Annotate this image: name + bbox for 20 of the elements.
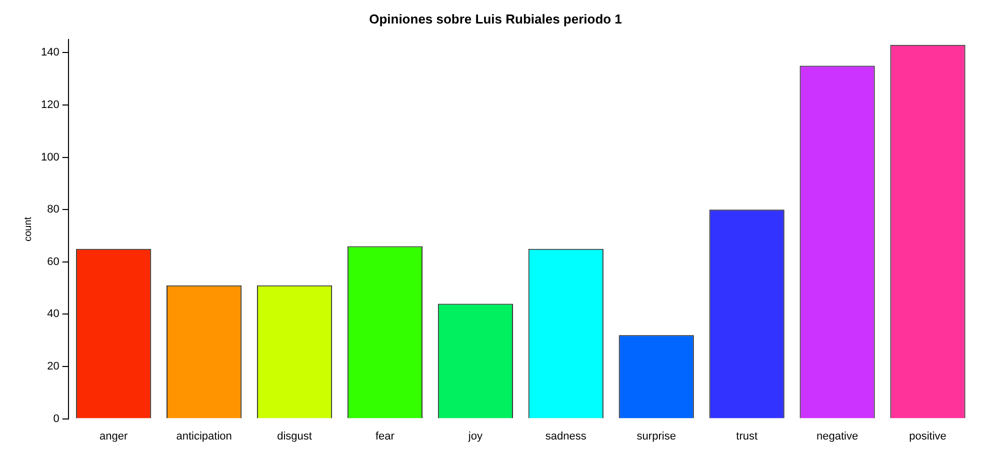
y-tick-label: 20 xyxy=(47,360,60,373)
y-tick-label: 120 xyxy=(40,99,60,112)
x-tick-label: sadness xyxy=(545,430,587,442)
y-tick-label: 80 xyxy=(47,204,60,216)
x-tick-label: anger xyxy=(100,430,128,442)
chart-title: Opiniones sobre Luis Rubiales periodo 1 xyxy=(369,11,622,26)
x-tick-label: anticipation xyxy=(176,430,232,442)
y-axis-title: count xyxy=(22,216,34,242)
x-tick-label: surprise xyxy=(636,430,676,442)
y-tick-label: 40 xyxy=(47,308,60,320)
y-tick-label: 0 xyxy=(53,412,60,425)
x-tick-label: disgust xyxy=(277,430,312,442)
x-tick-label: trust xyxy=(736,430,758,442)
y-tick-label: 100 xyxy=(40,151,60,164)
y-tick-label: 140 xyxy=(40,46,60,59)
x-tick-label: positive xyxy=(909,430,946,442)
x-tick-label: joy xyxy=(467,430,483,442)
x-tick-label: fear xyxy=(375,430,395,442)
x-tick-label: negative xyxy=(816,430,858,442)
y-tick-label: 60 xyxy=(47,256,60,268)
